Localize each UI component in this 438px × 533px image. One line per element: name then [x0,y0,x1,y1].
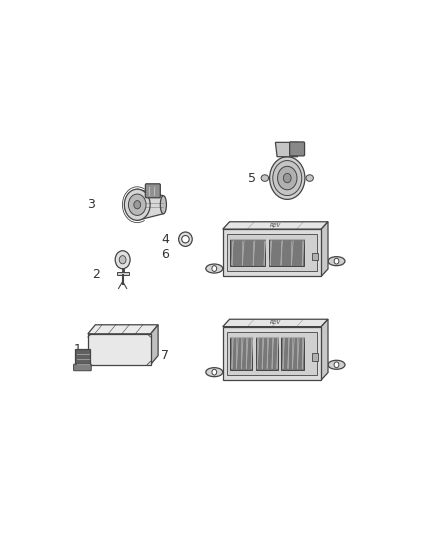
Circle shape [334,259,339,264]
Text: 7: 7 [161,349,169,361]
Circle shape [278,166,297,190]
Ellipse shape [261,175,268,181]
Ellipse shape [206,368,223,377]
Polygon shape [151,325,158,365]
Polygon shape [312,353,318,361]
Polygon shape [88,325,158,334]
Ellipse shape [182,236,189,243]
Circle shape [124,189,150,220]
FancyBboxPatch shape [145,184,160,198]
Circle shape [283,173,291,183]
Circle shape [134,200,141,209]
FancyBboxPatch shape [290,142,304,156]
Polygon shape [230,337,252,370]
Polygon shape [321,222,328,276]
Text: 2: 2 [92,268,100,281]
Polygon shape [268,239,304,266]
Circle shape [270,157,305,199]
Circle shape [212,369,217,375]
Polygon shape [256,337,278,370]
Circle shape [273,160,302,196]
Ellipse shape [206,264,223,273]
Polygon shape [223,229,321,276]
Text: 6: 6 [161,248,169,261]
Ellipse shape [328,360,345,369]
Text: 5: 5 [248,172,256,185]
Text: 4: 4 [162,233,170,246]
Text: REV: REV [270,223,281,228]
Polygon shape [312,253,318,260]
Polygon shape [75,350,89,367]
Polygon shape [137,189,163,220]
Circle shape [119,256,126,264]
Text: 3: 3 [87,198,95,212]
Polygon shape [223,319,328,327]
Polygon shape [321,319,328,380]
Polygon shape [227,234,317,271]
Circle shape [115,251,130,269]
Polygon shape [276,142,299,157]
FancyBboxPatch shape [74,364,91,371]
Ellipse shape [328,257,345,265]
Polygon shape [223,327,321,380]
Circle shape [334,362,339,368]
Ellipse shape [179,232,192,246]
Ellipse shape [306,175,314,181]
Polygon shape [230,239,265,266]
Polygon shape [117,272,129,276]
Ellipse shape [160,196,166,214]
Polygon shape [88,334,151,365]
Text: 1: 1 [74,343,81,356]
Circle shape [212,265,217,271]
Circle shape [128,194,146,215]
Polygon shape [223,222,328,229]
Text: REV: REV [270,320,281,326]
Polygon shape [281,337,304,370]
Polygon shape [227,332,317,375]
